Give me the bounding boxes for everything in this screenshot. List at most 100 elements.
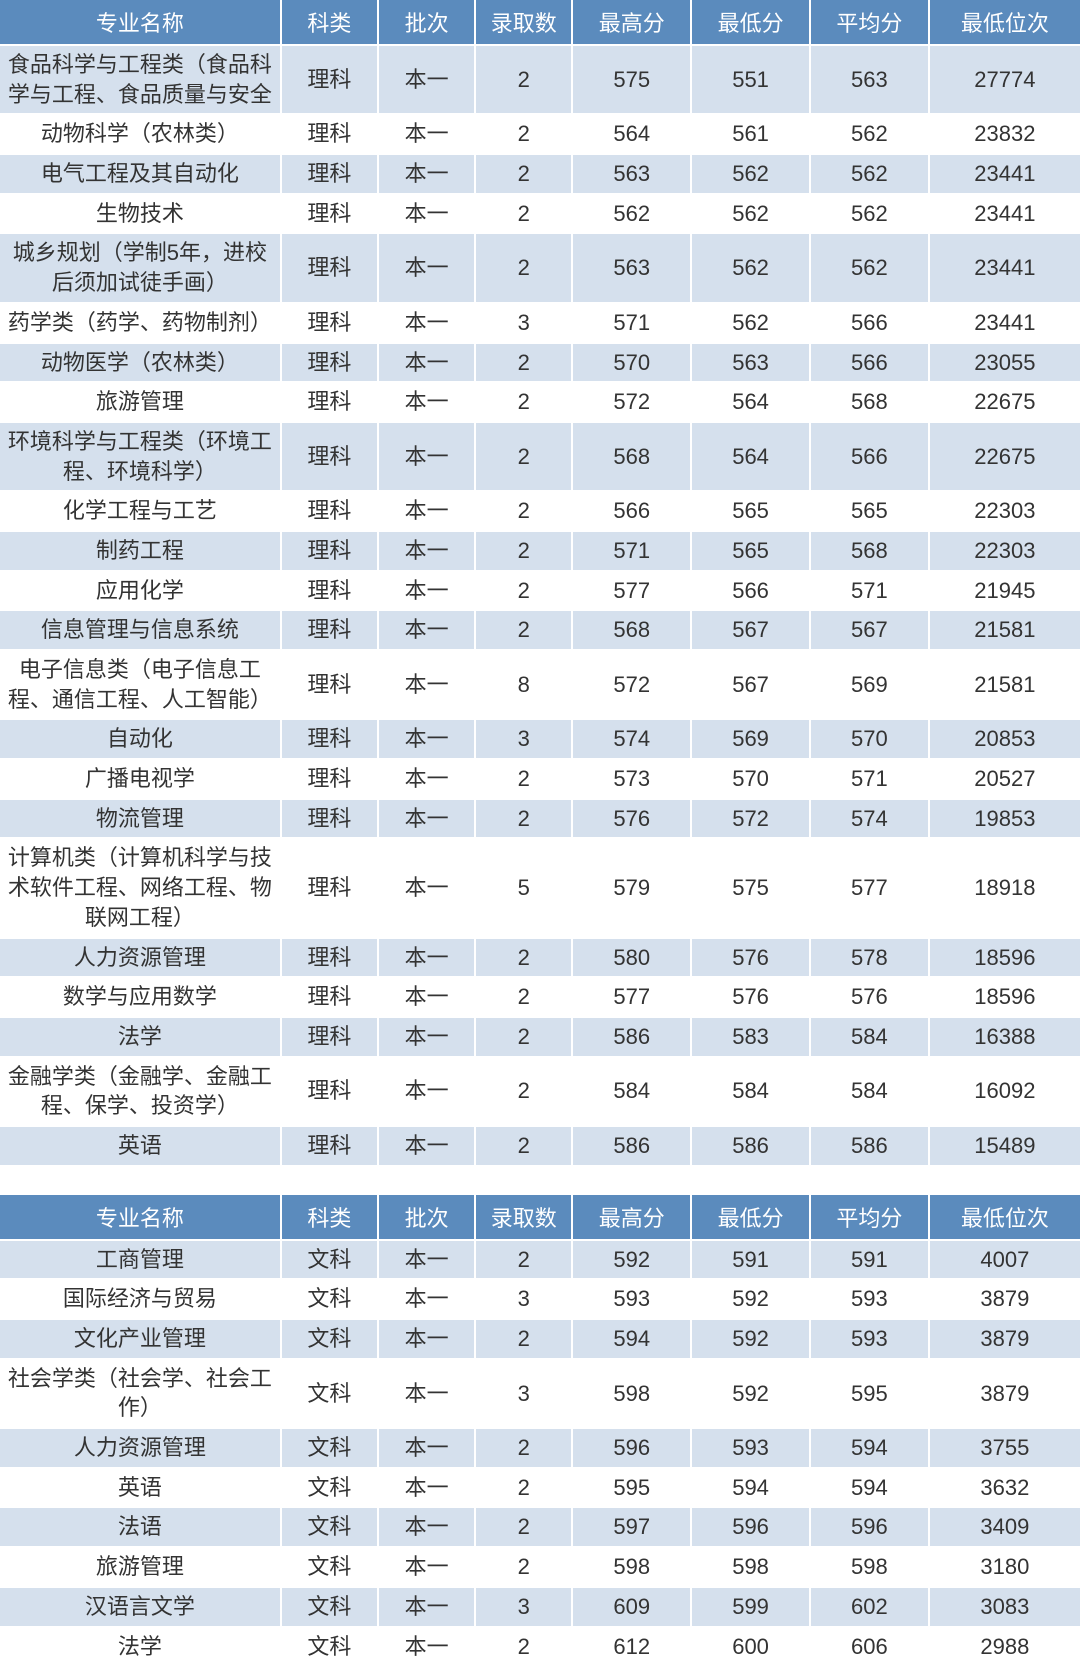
cell-count: 3 xyxy=(475,719,572,759)
cell-rank: 3180 xyxy=(929,1547,1080,1587)
cell-major: 法语 xyxy=(0,1507,281,1547)
table-row: 法语文科本一25975965963409 xyxy=(0,1507,1080,1547)
cell-avg: 578 xyxy=(810,938,929,978)
col-header-major: 专业名称 xyxy=(0,0,281,45)
cell-min: 567 xyxy=(691,610,810,650)
cell-batch: 本一 xyxy=(378,1547,475,1587)
cell-max: 586 xyxy=(572,1126,691,1166)
table-row: 环境科学与工程类（环境工程、环境科学）理科本一256856456622675 xyxy=(0,422,1080,491)
cell-max: 593 xyxy=(572,1279,691,1319)
cell-max: 571 xyxy=(572,531,691,571)
cell-avg: 566 xyxy=(810,422,929,491)
cell-batch: 本一 xyxy=(378,1468,475,1508)
cell-batch: 本一 xyxy=(378,343,475,383)
cell-min: 565 xyxy=(691,491,810,531)
cell-min: 562 xyxy=(691,154,810,194)
cell-cat: 理科 xyxy=(281,610,378,650)
blank-cell xyxy=(281,1166,378,1194)
cell-min: 576 xyxy=(691,977,810,1017)
cell-count: 2 xyxy=(475,1507,572,1547)
cell-rank: 20527 xyxy=(929,759,1080,799)
table-row: 广播电视学理科本一257357057120527 xyxy=(0,759,1080,799)
cell-count: 2 xyxy=(475,1547,572,1587)
cell-major: 动物科学（农林类） xyxy=(0,114,281,154)
cell-max: 570 xyxy=(572,343,691,383)
cell-count: 2 xyxy=(475,1057,572,1126)
cell-cat: 理科 xyxy=(281,650,378,719)
table-row: 物流管理理科本一257657257419853 xyxy=(0,799,1080,839)
cell-count: 2 xyxy=(475,45,572,114)
cell-cat: 理科 xyxy=(281,1126,378,1166)
cell-cat: 文科 xyxy=(281,1547,378,1587)
cell-count: 2 xyxy=(475,610,572,650)
cell-rank: 23441 xyxy=(929,154,1080,194)
cell-major: 旅游管理 xyxy=(0,382,281,422)
table-row: 电子信息类（电子信息工程、通信工程、人工智能）理科本一8572567569215… xyxy=(0,650,1080,719)
cell-rank: 21581 xyxy=(929,650,1080,719)
cell-cat: 理科 xyxy=(281,233,378,302)
table-row: 制药工程理科本一257156556822303 xyxy=(0,531,1080,571)
cell-avg: 562 xyxy=(810,114,929,154)
cell-cat: 理科 xyxy=(281,799,378,839)
cell-max: 596 xyxy=(572,1428,691,1468)
cell-major: 信息管理与信息系统 xyxy=(0,610,281,650)
cell-min: 562 xyxy=(691,233,810,302)
cell-rank: 3409 xyxy=(929,1507,1080,1547)
cell-major: 物流管理 xyxy=(0,799,281,839)
cell-min: 598 xyxy=(691,1547,810,1587)
table-row: 金融学类（金融学、金融工程、保学、投资学）理科本一258458458416092 xyxy=(0,1057,1080,1126)
cell-max: 568 xyxy=(572,422,691,491)
cell-rank: 22675 xyxy=(929,422,1080,491)
cell-max: 572 xyxy=(572,650,691,719)
cell-rank: 19853 xyxy=(929,799,1080,839)
cell-min: 563 xyxy=(691,343,810,383)
table-row: 汉语言文学文科本一36095996023083 xyxy=(0,1587,1080,1627)
cell-count: 2 xyxy=(475,1240,572,1280)
cell-rank: 3083 xyxy=(929,1587,1080,1627)
cell-batch: 本一 xyxy=(378,1017,475,1057)
table-row: 城乡规划（学制5年，进校后须加试徒手画）理科本一256356256223441 xyxy=(0,233,1080,302)
cell-max: 562 xyxy=(572,194,691,234)
cell-batch: 本一 xyxy=(378,1587,475,1627)
cell-count: 2 xyxy=(475,491,572,531)
cell-min: 564 xyxy=(691,422,810,491)
cell-major: 化学工程与工艺 xyxy=(0,491,281,531)
cell-batch: 本一 xyxy=(378,719,475,759)
cell-avg: 568 xyxy=(810,531,929,571)
col-header-min: 最低分 xyxy=(691,0,810,45)
cell-major: 自动化 xyxy=(0,719,281,759)
cell-major: 应用化学 xyxy=(0,571,281,611)
col-header-count: 录取数 xyxy=(475,1194,572,1240)
cell-count: 3 xyxy=(475,303,572,343)
cell-max: 586 xyxy=(572,1017,691,1057)
cell-max: 579 xyxy=(572,838,691,937)
cell-batch: 本一 xyxy=(378,531,475,571)
cell-count: 2 xyxy=(475,759,572,799)
cell-cat: 文科 xyxy=(281,1359,378,1428)
cell-min: 567 xyxy=(691,650,810,719)
cell-max: 564 xyxy=(572,114,691,154)
cell-rank: 3879 xyxy=(929,1279,1080,1319)
cell-max: 612 xyxy=(572,1627,691,1667)
cell-max: 594 xyxy=(572,1319,691,1359)
cell-avg: 576 xyxy=(810,977,929,1017)
cell-rank: 3755 xyxy=(929,1428,1080,1468)
cell-avg: 571 xyxy=(810,759,929,799)
cell-major: 食品科学与工程类（食品科学与工程、食品质量与安全 xyxy=(0,45,281,114)
col-header-count: 录取数 xyxy=(475,0,572,45)
cell-min: 565 xyxy=(691,531,810,571)
cell-min: 583 xyxy=(691,1017,810,1057)
cell-major: 环境科学与工程类（环境工程、环境科学） xyxy=(0,422,281,491)
cell-major: 文化产业管理 xyxy=(0,1319,281,1359)
cell-avg: 570 xyxy=(810,719,929,759)
cell-cat: 理科 xyxy=(281,491,378,531)
table-row: 法学理科本一258658358416388 xyxy=(0,1017,1080,1057)
cell-batch: 本一 xyxy=(378,154,475,194)
cell-cat: 理科 xyxy=(281,45,378,114)
cell-max: 573 xyxy=(572,759,691,799)
col-header-rank: 最低位次 xyxy=(929,1194,1080,1240)
col-header-major: 专业名称 xyxy=(0,1194,281,1240)
cell-max: 597 xyxy=(572,1507,691,1547)
col-header-max: 最高分 xyxy=(572,1194,691,1240)
cell-min: 592 xyxy=(691,1359,810,1428)
